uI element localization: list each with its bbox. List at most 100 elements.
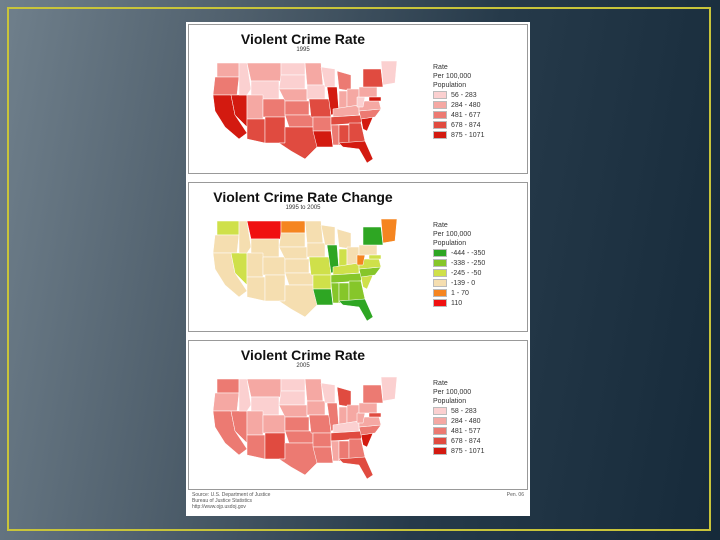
state-utah <box>246 252 264 278</box>
legend-item: 284 - 480 <box>433 416 523 426</box>
legend-label: 875 - 1071 <box>451 447 485 455</box>
state-louisiana <box>312 446 334 464</box>
legend-swatch <box>433 111 447 119</box>
state-minnesota <box>304 62 324 86</box>
state-missouri <box>308 256 332 276</box>
state-oklahoma <box>284 114 314 128</box>
state-washington <box>216 378 240 394</box>
page-label: Pen. 06 <box>506 492 524 498</box>
panel-title: Violent Crime Rate <box>240 31 366 47</box>
legend-item: 678 - 874 <box>433 436 523 446</box>
panel-subtitle: 1995 <box>296 47 310 53</box>
state-new-mexico <box>264 116 286 144</box>
legend-heading-line: Rate <box>433 222 448 229</box>
legend-heading-line: Rate <box>433 380 448 387</box>
state-idaho <box>238 378 252 412</box>
state-louisiana <box>312 130 334 148</box>
state-utah <box>246 94 264 120</box>
state-kansas <box>284 416 310 432</box>
legend-heading-line: Population <box>433 82 467 89</box>
legend-label: 678 - 874 <box>451 121 481 129</box>
state-colorado <box>262 256 286 276</box>
state-south-carolina <box>360 274 374 290</box>
legend-heading-line: Rate <box>433 64 448 71</box>
legend-swatch <box>433 289 447 297</box>
state-minnesota <box>304 378 324 402</box>
legend-label: 56 - 283 <box>451 91 477 99</box>
legend-label: -245 - -50 <box>451 269 482 277</box>
state-pennsylvania <box>358 402 378 414</box>
legend-label: 678 - 874 <box>451 437 481 445</box>
legend-swatch <box>433 269 447 277</box>
map-legend: Rate Per 100,000 Population -444 - -350 … <box>433 221 523 308</box>
state-north-dakota <box>280 378 306 392</box>
legend-label: 1 - 70 <box>451 289 469 297</box>
state-florida <box>338 298 374 322</box>
panel-title: Violent Crime Rate Change <box>213 189 393 205</box>
state-pennsylvania <box>358 244 378 256</box>
state-washington <box>216 62 240 78</box>
legend-label: -338 - -250 <box>451 259 486 267</box>
map-sheet: Violent Crime Rate 1995 <box>186 22 530 516</box>
state-washington <box>216 220 240 236</box>
state-new-york <box>362 226 384 246</box>
legend-item: 284 - 480 <box>433 100 523 110</box>
legend-swatch <box>433 427 447 435</box>
state-new-england <box>380 376 398 402</box>
legend-label: -444 - -350 <box>451 249 486 257</box>
state-idaho <box>238 62 252 96</box>
legend-swatch <box>433 299 447 307</box>
legend-swatch <box>433 249 447 257</box>
legend-label: 875 - 1071 <box>451 131 485 139</box>
legend-label: 284 - 480 <box>451 101 481 109</box>
slide-frame <box>7 7 711 531</box>
legend-item: 875 - 1071 <box>433 130 523 140</box>
legend-item: 56 - 283 <box>433 90 523 100</box>
state-florida <box>338 456 374 480</box>
us-choropleth-map <box>212 218 398 322</box>
legend-heading-line: Per 100,000 <box>433 73 472 80</box>
state-michigan <box>336 228 352 250</box>
legend-item: -139 - 0 <box>433 278 523 288</box>
state-michigan <box>336 70 352 92</box>
state-maryland <box>368 412 382 418</box>
panel-title: Violent Crime Rate <box>240 347 366 363</box>
source-footer: Source: U.S. Department of Justice Burea… <box>192 492 412 510</box>
state-iowa <box>306 242 326 258</box>
state-michigan <box>336 386 352 408</box>
panel-subtitle: 1995 to 2005 <box>285 205 321 211</box>
state-louisiana <box>312 288 334 306</box>
state-new-york <box>362 68 384 88</box>
state-south-dakota <box>278 390 306 406</box>
state-arizona <box>246 276 266 302</box>
legend-item: 1 - 70 <box>433 288 523 298</box>
state-kansas <box>284 258 310 274</box>
state-new-england <box>380 218 398 244</box>
us-choropleth-map <box>212 60 398 164</box>
state-south-dakota <box>278 232 306 248</box>
state-alabama <box>338 282 350 304</box>
us-choropleth-map <box>212 376 398 480</box>
state-iowa <box>306 400 326 416</box>
state-montana <box>246 220 282 240</box>
state-minnesota <box>304 220 324 244</box>
state-missouri <box>308 98 332 118</box>
state-maryland <box>368 254 382 260</box>
legend-label: 481 - 577 <box>451 427 481 435</box>
state-arizona <box>246 118 266 144</box>
state-oklahoma <box>284 272 314 286</box>
legend-item: -245 - -50 <box>433 268 523 278</box>
state-alabama <box>338 124 350 146</box>
state-montana <box>246 378 282 398</box>
legend-swatch <box>433 447 447 455</box>
legend-item: -338 - -250 <box>433 258 523 268</box>
state-north-dakota <box>280 62 306 76</box>
legend-item: 58 - 283 <box>433 406 523 416</box>
legend-heading-line: Per 100,000 <box>433 231 472 238</box>
state-south-dakota <box>278 74 306 90</box>
source-line: Source: U.S. Department of Justice <box>192 492 271 498</box>
legend-swatch <box>433 407 447 415</box>
state-new-mexico <box>264 274 286 302</box>
state-south-carolina <box>360 116 374 132</box>
legend-label: 481 - 677 <box>451 111 481 119</box>
